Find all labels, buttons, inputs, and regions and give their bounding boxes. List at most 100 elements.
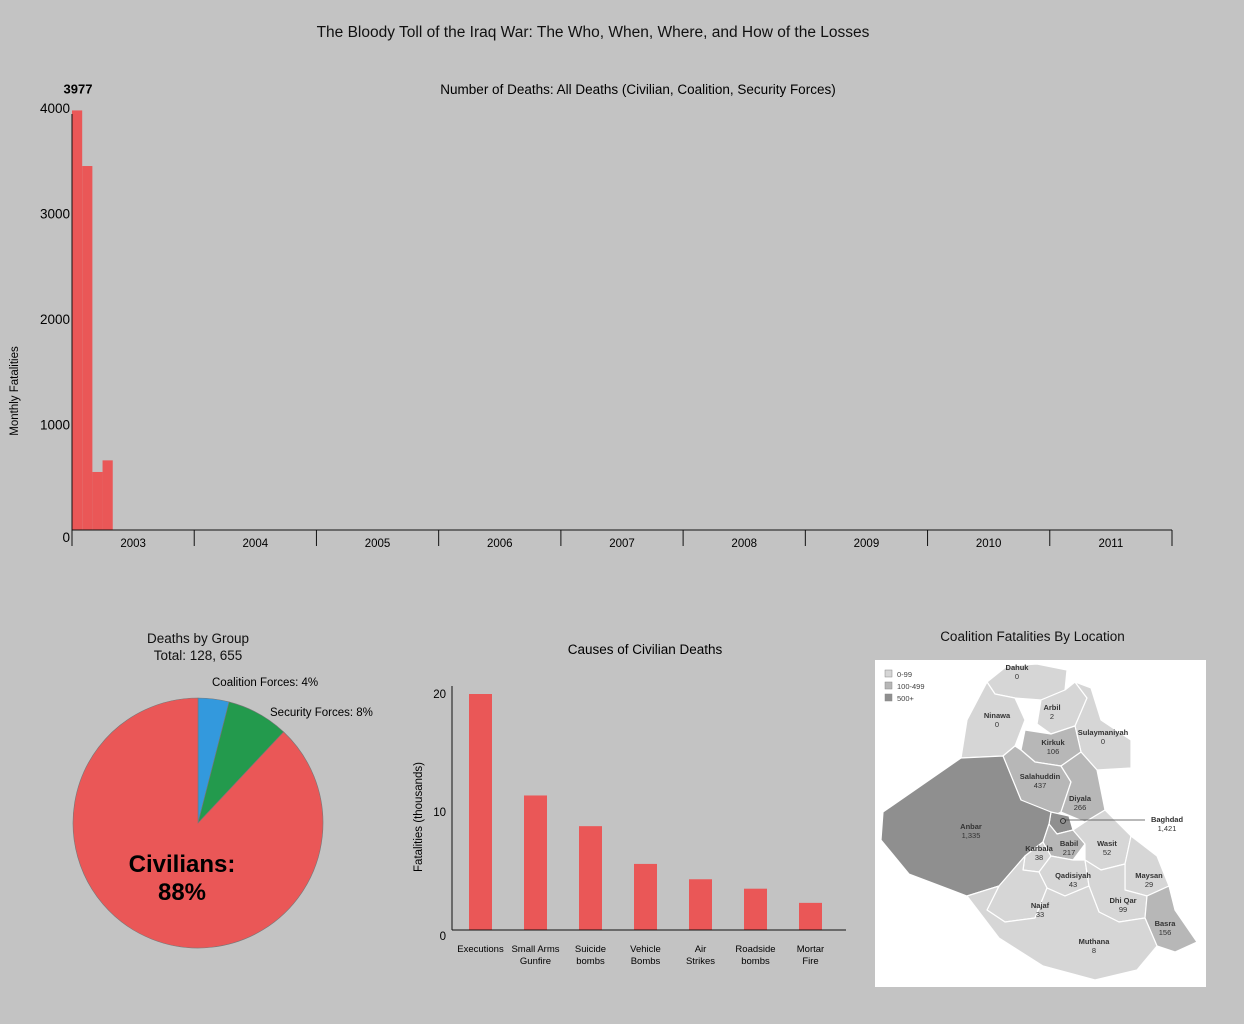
map-value-najaf: 33 <box>1036 910 1044 919</box>
causes-x-tick-label: Bombs <box>631 956 661 967</box>
pie-slice-civilians <box>72 697 324 949</box>
map-label-najaf: Najaf <box>1031 901 1050 910</box>
causes-bar-suicide-bombs <box>579 826 602 930</box>
causes-x-tick-label: Suicide <box>575 944 606 955</box>
map-value-salahuddin: 437 <box>1034 781 1047 790</box>
pie-label-security: Security Forces: 8% <box>270 707 373 719</box>
map-label-qadisiyah: Qadisiyah <box>1055 871 1091 880</box>
map-title: Coalition Fatalities By Location <box>940 629 1125 644</box>
causes-title: Causes of Civilian Deaths <box>568 642 723 657</box>
map-label-kirkuk: Kirkuk <box>1041 738 1065 747</box>
causes-x-tick-label: Fire <box>802 956 818 967</box>
deaths-by-group-pie: Coalition Forces: 4% Security Forces: 8%… <box>72 677 373 949</box>
pie-label-civilians-percent: 88% <box>158 879 206 906</box>
causes-x-tick-label: Air <box>695 944 707 955</box>
map-value-wasit: 52 <box>1103 848 1111 857</box>
page-title: The Bloody Toll of the Iraq War: The Who… <box>316 24 870 41</box>
pie-label-coalition: Coalition Forces: 4% <box>212 677 318 689</box>
causes-x-tick-label: Roadside <box>735 944 775 955</box>
map-region-babil <box>1042 823 1086 861</box>
map-region-sulaymaniyah <box>1074 681 1132 771</box>
map-value-babil: 217 <box>1063 848 1076 857</box>
map-value-anbar: 1,335 <box>962 831 981 840</box>
map-value-maysan: 29 <box>1145 880 1153 889</box>
map-region-muthana <box>966 885 1158 981</box>
timeline-x-tick-label: 2003 <box>120 538 146 550</box>
timeline-bar <box>102 460 113 530</box>
timeline-peak-label: 3977 <box>64 81 93 96</box>
map-value-kirkuk: 106 <box>1047 747 1060 756</box>
map-label-dahuk: Dahuk <box>1006 663 1030 672</box>
map-value-qadisiyah: 43 <box>1069 880 1077 889</box>
timeline-x-tick-label: 2004 <box>243 538 269 550</box>
map-label-arbil: Arbil <box>1043 703 1060 712</box>
causes-bar-air-strikes <box>689 879 712 930</box>
timeline-x-tick-label: 2008 <box>731 538 757 550</box>
map-legend: 0-99 100-499 500+ <box>884 669 925 703</box>
map-label-karbala: Karbala <box>1025 844 1053 853</box>
causes-bar-executions <box>469 694 492 930</box>
timeline-y-label: Monthly Fatalities <box>9 346 21 436</box>
map-value-baghdad: 1,421 <box>1158 824 1177 833</box>
causes-y-tick-label: 10 <box>433 807 446 819</box>
legend-label-high: 500+ <box>897 694 915 703</box>
legend-swatch-low <box>884 669 893 678</box>
iraq-map-panel: 0-99 100-499 500+ D <box>875 660 1206 987</box>
timeline-title: Number of Deaths: All Deaths (Civilian, … <box>440 82 835 97</box>
timeline-y-tick-label: 0 <box>62 530 70 545</box>
map-label-diyala: Diyala <box>1069 794 1092 803</box>
legend-label-mid: 100-499 <box>897 682 925 691</box>
timeline-x-tick-label: 2007 <box>609 538 635 550</box>
causes-x-tick-label: Small Arms <box>511 944 559 955</box>
timeline-bar <box>72 110 83 530</box>
timeline-y-tick-label: 3000 <box>40 207 70 222</box>
map-value-dahuk: 0 <box>1015 672 1019 681</box>
map-label-baghdad: Baghdad <box>1151 815 1184 824</box>
causes-of-civilian-deaths-chart: Causes of Civilian Deaths Fatalities (th… <box>413 642 846 967</box>
causes-y-tick-label: 20 <box>433 689 446 701</box>
causes-x-tick-label: bombs <box>576 956 605 967</box>
causes-x-tick-label: Mortar <box>797 944 824 955</box>
map-value-basra: 156 <box>1159 928 1172 937</box>
monthly-fatalities-chart: Number of Deaths: All Deaths (Civilian, … <box>9 81 1173 550</box>
map-label-basra: Basra <box>1155 919 1177 928</box>
map-label-babil: Babil <box>1060 839 1078 848</box>
map-label-anbar: Anbar <box>960 822 982 831</box>
legend-swatch-high <box>884 693 893 702</box>
legend-swatch-mid <box>884 681 893 690</box>
pie-title-block: Deaths by Group Total: 128, 655 <box>98 630 298 664</box>
legend-label-low: 0-99 <box>897 670 912 679</box>
map-label-sulaymaniyah: Sulaymaniyah <box>1078 728 1129 737</box>
causes-y-tick-label: 0 <box>440 931 446 943</box>
map-value-dhi-qar: 99 <box>1119 905 1127 914</box>
timeline-bar <box>92 471 103 530</box>
map-label-wasit: Wasit <box>1097 839 1117 848</box>
timeline-y-tick-label: 4000 <box>40 101 70 116</box>
causes-x-tick-label: Executions <box>457 944 504 955</box>
iraq-map: 0-99 100-499 500+ D <box>880 663 1198 981</box>
pie-label-civilians-name: Civilians: <box>129 851 236 878</box>
map-value-karbala: 38 <box>1035 853 1043 862</box>
timeline-y-tick-label: 2000 <box>40 312 70 327</box>
causes-bar-mortar-fire <box>799 902 822 930</box>
pie-subtitle: Total: 128, 655 <box>153 648 243 663</box>
map-label-muthana: Muthana <box>1079 937 1111 946</box>
pie-title: Deaths by Group <box>146 631 250 646</box>
causes-x-tick-label: Strikes <box>686 956 715 967</box>
timeline-x-tick-label: 2006 <box>487 538 513 550</box>
timeline-x-tick-label: 2005 <box>365 538 391 550</box>
map-label-maysan: Maysan <box>1135 871 1163 880</box>
timeline-x-tick-label: 2009 <box>854 538 880 550</box>
baghdad-marker <box>1060 818 1066 824</box>
timeline-bar <box>82 166 93 530</box>
map-label-salahuddin: Salahuddin <box>1020 772 1061 781</box>
causes-bar-vehicle-bombs <box>634 863 657 930</box>
causes-bar-small-arms-gunfire <box>524 795 547 930</box>
map-value-sulaymaniyah: 0 <box>1101 737 1105 746</box>
causes-x-tick-label: bombs <box>741 956 770 967</box>
timeline-y-tick-label: 1000 <box>40 418 70 433</box>
map-value-muthana: 8 <box>1092 946 1096 955</box>
map-label-dhi-qar: Dhi Qar <box>1109 896 1136 905</box>
causes-y-label: Fatalities (thousands) <box>413 762 425 872</box>
timeline-x-tick-label: 2010 <box>976 538 1002 550</box>
